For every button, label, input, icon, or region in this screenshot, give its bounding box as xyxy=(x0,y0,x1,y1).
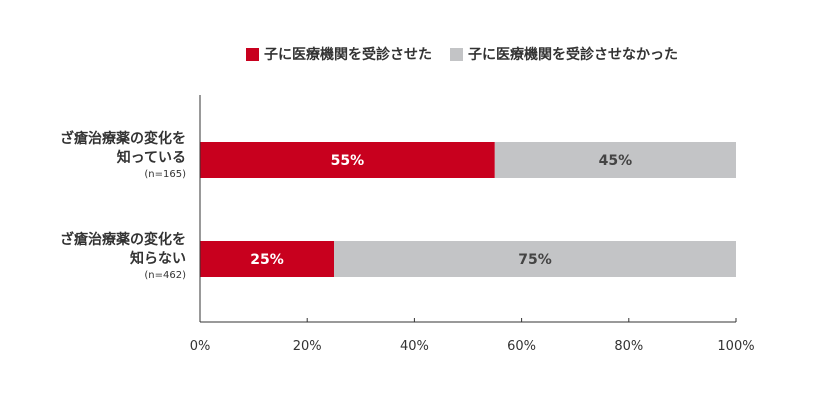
axes-group: 0% 20% 40% 60% 80% 100% xyxy=(190,95,755,354)
bar-data-label: 45% xyxy=(599,153,633,169)
bar-data-label: 25% xyxy=(250,252,284,268)
bar-segment xyxy=(200,241,334,277)
legend-item-not-consulted: 子に医療機関を受診させなかった xyxy=(450,44,678,64)
chart-legend: 子に医療機関を受診させた 子に医療機関を受診させなかった xyxy=(246,44,696,64)
legend-label-not-consulted: 子に医療機関を受診させなかった xyxy=(468,47,678,63)
x-tick-label: 100% xyxy=(717,339,754,354)
x-tick-label: 0% xyxy=(190,339,211,354)
legend-label-consulted: 子に医療機関を受診させた xyxy=(264,47,432,63)
legend-swatch-consulted xyxy=(246,47,259,61)
category-label-line: 知っている xyxy=(116,150,186,166)
category-sample-size: (n=165) xyxy=(144,169,186,180)
bar-segment xyxy=(334,241,736,277)
x-tick-label: 60% xyxy=(507,339,536,354)
bar-data-label: 75% xyxy=(518,252,552,268)
category-label-does-not-know: ざ瘡治療薬の変化を 知らない (n=462) xyxy=(60,231,186,283)
bar-data-label: 55% xyxy=(331,153,365,169)
bar-segment xyxy=(494,142,736,178)
category-label-line: ざ瘡治療薬の変化を xyxy=(60,131,186,147)
category-label-line: ざ瘡治療薬の変化を xyxy=(60,232,186,248)
category-label-line: 知らない xyxy=(130,251,186,267)
category-sample-size: (n=462) xyxy=(144,270,186,281)
bar-group: 55% 45% 25% 75% xyxy=(200,142,736,277)
bar-segment xyxy=(200,142,495,178)
category-label-knows: ざ瘡治療薬の変化を 知っている (n=165) xyxy=(60,130,186,182)
legend-item-consulted: 子に医療機関を受診させた xyxy=(246,44,432,64)
x-tick-label: 40% xyxy=(400,339,429,354)
x-tick-label: 20% xyxy=(293,339,322,354)
x-tick-label: 80% xyxy=(614,339,643,354)
legend-swatch-not-consulted xyxy=(450,47,463,61)
